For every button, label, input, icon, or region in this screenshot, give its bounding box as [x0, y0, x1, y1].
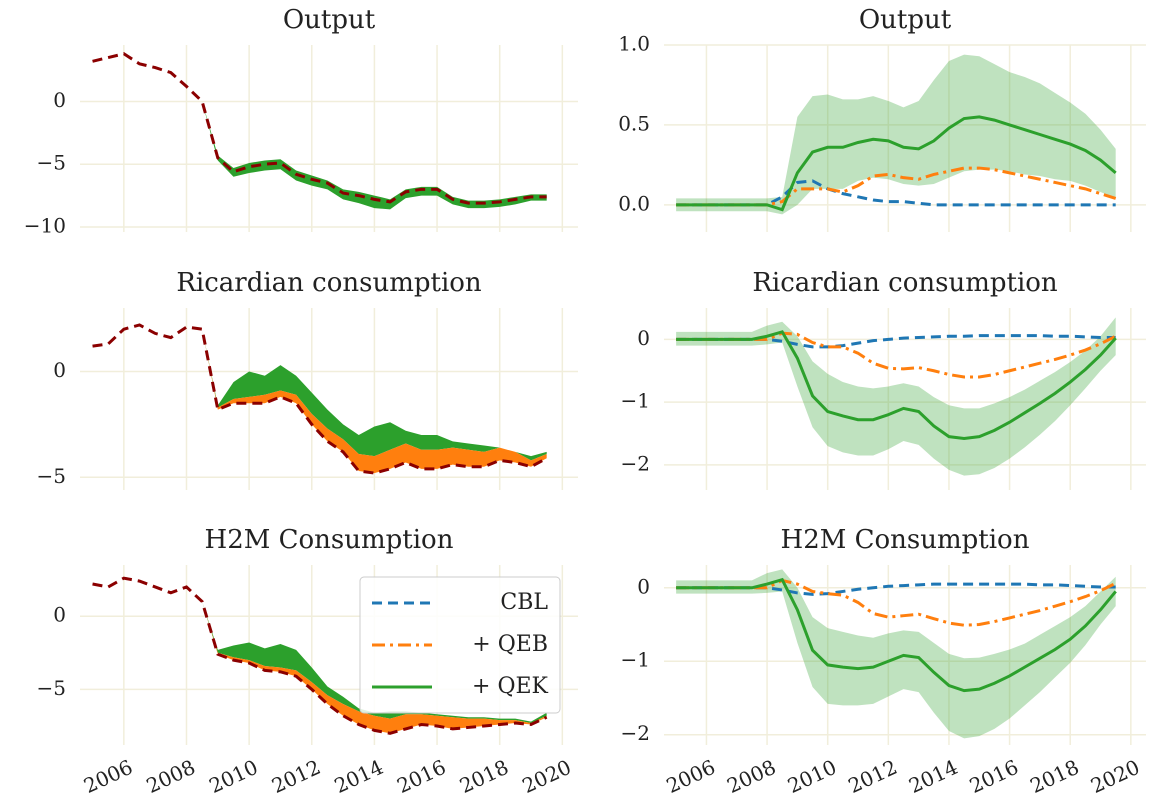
panel-title: H2M Consumption: [781, 525, 1030, 555]
x-tick-label: 2010: [784, 755, 840, 794]
series-line: [92, 576, 548, 735]
series-line: [676, 115, 1117, 212]
x-tick-label: 2012: [268, 755, 324, 794]
band: [676, 54, 1116, 215]
band: [92, 53, 547, 210]
series-line: [676, 331, 1117, 379]
y-tick-label: 1.0: [618, 32, 650, 56]
panel-title: H2M Consumption: [205, 525, 454, 555]
y-tick-label: 0.5: [618, 111, 650, 135]
y-tick-label: −2: [621, 721, 650, 745]
panel-title: Output: [859, 5, 952, 35]
x-tick-label: 2016: [393, 755, 449, 794]
x-tick-label: 2008: [723, 755, 779, 794]
x-tick-label: 2008: [143, 755, 199, 794]
band: [92, 324, 547, 461]
y-tick-label: −10: [24, 213, 66, 237]
panel: Ricardian consumption 0 −5: [37, 268, 578, 490]
band: [676, 569, 1116, 739]
y-tick-label: −5: [37, 151, 66, 175]
y-tick-label: 0: [53, 603, 66, 627]
panel-title: Ricardian consumption: [752, 268, 1058, 298]
panel-title: Ricardian consumption: [176, 268, 482, 298]
x-tick-label: 2006: [80, 755, 136, 794]
x-tick-label: 2010: [205, 755, 261, 794]
legend-label: CBL: [500, 590, 548, 615]
series-line: [92, 52, 547, 205]
x-tick-label: 2020: [1087, 755, 1143, 794]
series-line: [92, 323, 548, 475]
legend-label: + QEK: [472, 674, 549, 699]
series-line: [676, 577, 1117, 693]
y-tick-label: −1: [621, 389, 650, 413]
panel: Output 1.0 0.5 0.0: [618, 5, 1146, 232]
y-tick-label: −1: [621, 648, 650, 672]
x-tick-label: 2016: [966, 755, 1022, 794]
x-tick-label: 2018: [1026, 755, 1082, 794]
y-tick-label: 0: [637, 574, 650, 598]
y-tick-label: 0: [53, 358, 66, 382]
panel: Ricardian consumption 0 −1 −2: [621, 268, 1146, 490]
y-tick-label: −5: [37, 676, 66, 700]
y-tick-label: 0: [637, 326, 650, 350]
x-tick-label: 2006: [663, 755, 719, 794]
y-tick-label: 0: [53, 88, 66, 112]
x-tick-label: 2014: [331, 755, 387, 794]
band: [676, 317, 1116, 476]
y-tick-label: −5: [37, 464, 66, 488]
panel: Output 0 −5 −10: [24, 5, 578, 237]
x-tick-label: 2014: [905, 755, 961, 794]
panel-title: Output: [283, 5, 376, 35]
x-tick-label: 2020: [518, 755, 574, 794]
x-tick-label: 2018: [456, 755, 512, 794]
y-tick-label: 0.0: [618, 191, 650, 215]
legend-label: + QEB: [472, 632, 548, 657]
y-tick-label: −2: [621, 451, 650, 475]
x-tick-label: 2012: [844, 755, 900, 794]
band: [92, 324, 547, 474]
series-line: [676, 330, 1117, 441]
legend-box: [359, 576, 561, 714]
